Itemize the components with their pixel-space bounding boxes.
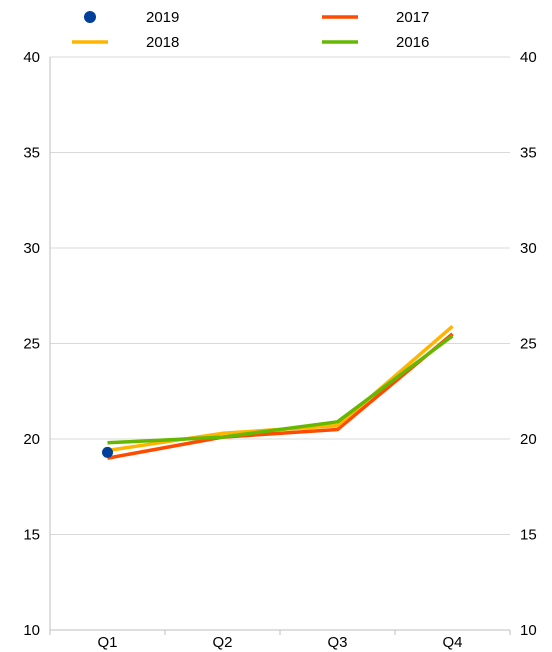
x-tick-label: Q4	[442, 634, 462, 651]
axes: 10 10 15 15 20 20 25 25 30 30 35 35 40 40 Q1 Q2 Q3 Q4	[23, 49, 536, 651]
y-tick-label-left: 40	[23, 49, 40, 66]
x-tick-label: Q1	[97, 634, 117, 651]
y-tick-label-left: 10	[23, 622, 40, 639]
legend-label: 2019	[146, 9, 179, 26]
y-tick-label-right: 30	[520, 240, 537, 257]
legend-item-2017: 2017	[322, 9, 429, 26]
y-tick-label-left: 30	[23, 240, 40, 257]
y-tick-label-right: 25	[520, 336, 537, 353]
legend-item-2019: 2019	[84, 9, 179, 26]
x-tick-label: Q2	[212, 634, 232, 651]
series	[102, 324, 454, 460]
y-tick-label-left: 35	[23, 145, 40, 162]
y-tick-label-right: 15	[520, 527, 537, 544]
y-tick-label-left: 20	[23, 431, 40, 448]
y-tick-label-right: 10	[520, 622, 537, 639]
legend-item-2018: 2018	[72, 34, 179, 51]
x-tick-label: Q3	[327, 634, 347, 651]
legend: 2019 2017 2018 2016	[72, 9, 429, 51]
series-line-2016	[107, 334, 454, 445]
series-line-2017	[107, 332, 454, 460]
y-tick-label-right: 20	[520, 431, 537, 448]
y-tick-label-right: 40	[520, 49, 537, 66]
legend-label: 2017	[396, 9, 429, 26]
y-tick-label-left: 25	[23, 336, 40, 353]
legend-marker	[84, 11, 96, 23]
y-tick-label-left: 15	[23, 527, 40, 544]
legend-item-2016: 2016	[322, 34, 429, 51]
y-tick-label-right: 35	[520, 145, 537, 162]
legend-label: 2018	[146, 34, 179, 51]
series-point-2019	[102, 446, 113, 458]
gridlines	[50, 56, 510, 631]
legend-label: 2016	[396, 34, 429, 51]
